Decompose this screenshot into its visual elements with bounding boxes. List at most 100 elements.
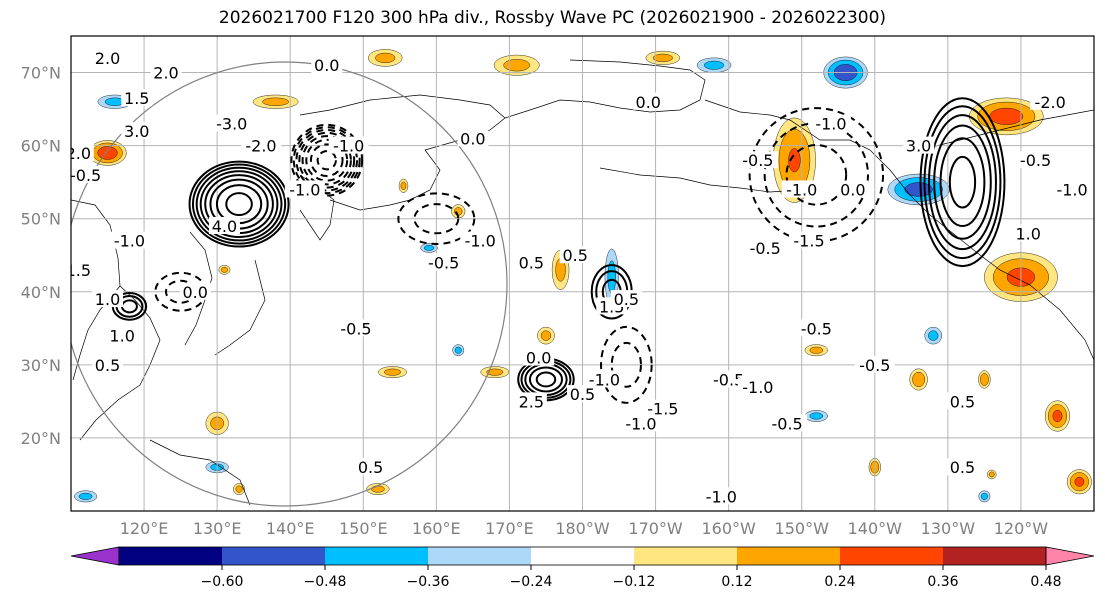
contour-label: 1.5 — [124, 89, 149, 108]
shade-patch — [371, 485, 385, 493]
positive-contour — [191, 163, 287, 245]
contour-label: -0.5 — [742, 151, 773, 170]
colorbar-frame — [118, 546, 1047, 566]
shade-patch — [989, 107, 1024, 125]
negative-contour — [413, 203, 460, 235]
shade-patch — [809, 412, 824, 420]
contour-label: -1.0 — [1056, 180, 1087, 199]
contour-label-bg — [355, 458, 387, 476]
colorbar-segment — [943, 547, 1047, 565]
positive-contour — [919, 97, 1006, 268]
contour-label: 0.5 — [950, 392, 975, 411]
contour-label-bg — [946, 392, 978, 410]
contour-label: -1.5 — [647, 400, 678, 419]
contour-label: -0.5 — [70, 166, 101, 185]
contour-label: 1.0 — [1016, 224, 1041, 243]
shade-patch — [704, 60, 725, 70]
lon-tick-label: 180°W — [555, 519, 610, 538]
contour-label-bg — [946, 458, 978, 476]
colorbar: −0.60 −0.48 −0.36 −0.24 −0.12 0.12 0.24 0.36 0.4… — [70, 546, 1095, 590]
shade-patch — [423, 245, 435, 251]
positive-contour — [199, 170, 279, 238]
contour-label: -1.0 — [289, 180, 320, 199]
contour-label-bg — [335, 319, 376, 337]
contour-label: 0.5 — [570, 385, 595, 404]
lon-tick-label: 150°E — [339, 519, 388, 538]
contour-label-bg — [92, 355, 124, 373]
contour-label-bg — [584, 370, 625, 388]
contour-label: 0.5 — [614, 290, 639, 309]
contour-label: 4.0 — [212, 217, 237, 236]
colorbar-segment — [325, 547, 429, 565]
contour-label: 0.0 — [314, 56, 339, 75]
contour-label-bg — [515, 253, 547, 271]
contour-label: 0.5 — [95, 356, 120, 375]
shade-patch — [375, 52, 396, 64]
lat-tick-label: 50°N — [21, 210, 61, 229]
lat-tick-label: 20°N — [21, 429, 61, 448]
shade-patch — [652, 53, 673, 63]
colorbar-tick-label: −0.48 — [304, 574, 347, 590]
contour-label: -1.0 — [786, 180, 817, 199]
contour-label-bg — [642, 399, 683, 417]
contour-label: 0.0 — [526, 349, 551, 368]
shade-patch — [97, 146, 118, 160]
contour-label: -0.5 — [428, 254, 459, 273]
contour-label: -1.0 — [706, 487, 737, 506]
lat-tick-label: 30°N — [21, 356, 61, 375]
shade-patch — [928, 330, 939, 341]
positive-contour — [923, 105, 1002, 260]
lat-tick-label: 60°N — [21, 137, 61, 156]
latitude-labels: 70°N 60°N 50°N 40°N 30°N 20°N — [21, 64, 61, 448]
contour-label-bg — [460, 231, 501, 249]
contour-label: -0.5 — [1020, 151, 1051, 170]
contour-label: -1.0 — [465, 232, 496, 251]
negative-contour — [290, 123, 364, 197]
lon-tick-label: 130°W — [921, 519, 976, 538]
contour-label: -1.0 — [333, 137, 364, 156]
contour-label-bg — [903, 136, 935, 154]
colorbar-segment — [531, 547, 635, 565]
contour-label-bg — [71, 143, 94, 161]
contour-label: -0.5 — [340, 319, 371, 338]
contour-label-bg — [423, 253, 464, 271]
contour-label-bg — [150, 63, 182, 81]
colorbar-extend-low — [70, 546, 120, 566]
colorbar-tick-label: 0.24 — [824, 574, 855, 590]
contour-label-bg — [837, 180, 869, 198]
contour-label-bg — [457, 129, 489, 147]
shade-patch — [384, 368, 401, 376]
colorbar-segment — [222, 547, 326, 565]
contour-label-bg — [737, 377, 778, 395]
positive-contour — [195, 166, 283, 242]
contour-label: 0.5 — [950, 458, 975, 477]
contour-label-bg — [179, 282, 211, 300]
negative-contour — [785, 144, 848, 206]
shade-patch — [1074, 476, 1085, 487]
contour-label: -0.5 — [771, 414, 802, 433]
lon-tick-label: 160°W — [701, 519, 756, 538]
contour-label: 2.5 — [519, 392, 544, 411]
contour-labels: 2.02.01.53.0 -3.0-2.0-1.04.02.0-0.51.51.0… — [70, 48, 1093, 506]
contour-label: 0.5 — [358, 458, 383, 477]
contour-label: 0.0 — [460, 129, 485, 148]
shade-patch — [503, 59, 531, 72]
contour-label-bg — [620, 414, 661, 432]
positive-contour — [948, 155, 977, 209]
negative-contour — [298, 131, 356, 189]
colorbar-segment — [840, 547, 944, 565]
contour-label-bg — [767, 414, 808, 432]
colorbar-segment — [634, 547, 738, 565]
contour-label: -0.5 — [713, 370, 744, 389]
colorbar-segment — [737, 547, 841, 565]
positive-contour — [188, 160, 290, 248]
contour-label: 0.0 — [182, 283, 207, 302]
contour-label-bg — [1052, 180, 1093, 198]
contour-label-bg — [781, 180, 822, 198]
shade-patch — [486, 368, 504, 376]
contour-label: -0.5 — [801, 319, 832, 338]
shade-patch — [980, 492, 988, 500]
contour-label-bg — [796, 319, 837, 337]
negative-contour — [748, 107, 885, 243]
